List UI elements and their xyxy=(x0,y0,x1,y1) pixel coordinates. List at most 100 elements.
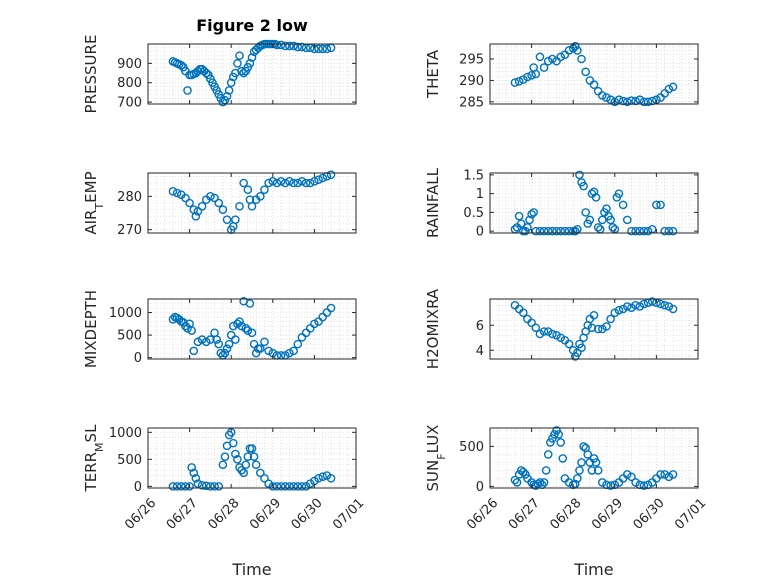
data-point xyxy=(631,478,640,487)
x-tick-label: 06/26 xyxy=(464,496,501,533)
data-point xyxy=(602,322,611,331)
data-point xyxy=(552,330,561,340)
y-axis-label: TERRMSL xyxy=(82,424,106,493)
subplot-4: 0 0.5 1 1.5 RAINFALL xyxy=(424,167,699,240)
data-point xyxy=(218,97,228,107)
y-tick-label: 1000 xyxy=(109,306,142,321)
data-point xyxy=(602,93,611,102)
data-point xyxy=(531,323,541,333)
data-point xyxy=(535,226,545,236)
data-point xyxy=(289,41,298,51)
data-point xyxy=(587,466,597,475)
y-tick-label: 0 xyxy=(476,225,484,240)
data-point xyxy=(256,344,265,353)
data-point xyxy=(583,450,593,459)
data-point xyxy=(276,40,286,50)
data-point xyxy=(539,327,549,336)
data-point xyxy=(214,198,224,208)
data-point xyxy=(239,178,248,188)
data-point xyxy=(256,468,265,478)
data-point xyxy=(631,226,640,236)
x-tick-label: 06/30 xyxy=(631,496,668,533)
data-point xyxy=(228,321,238,331)
axes-box xyxy=(147,298,357,360)
data-point xyxy=(305,178,315,188)
axes-box xyxy=(489,43,699,105)
data-point xyxy=(631,300,640,310)
axes-box xyxy=(147,427,357,489)
data-point xyxy=(579,181,588,191)
data-point xyxy=(183,86,192,95)
data-point xyxy=(239,68,248,78)
data-point xyxy=(168,187,178,196)
data-point xyxy=(627,472,636,482)
data-point xyxy=(247,328,257,338)
data-point xyxy=(297,482,307,491)
data-point xyxy=(668,470,678,479)
data-point xyxy=(564,226,574,236)
data-point xyxy=(581,67,590,77)
data-point xyxy=(554,430,563,439)
data-point xyxy=(239,468,248,478)
data-point xyxy=(222,215,232,224)
y-axis-label: THETA xyxy=(424,49,442,99)
data-point xyxy=(237,321,246,331)
data-point xyxy=(664,302,674,311)
figure-title: Figure 2 low xyxy=(196,16,308,35)
data-point xyxy=(573,348,582,358)
data-point xyxy=(573,46,582,55)
data-point xyxy=(212,335,221,344)
data-point xyxy=(527,209,536,219)
y-axis-label: PRESSURE xyxy=(82,35,100,114)
data-point xyxy=(193,479,203,488)
data-point xyxy=(201,68,211,78)
data-point xyxy=(593,324,603,334)
data-point xyxy=(627,226,636,236)
data-point xyxy=(610,97,620,107)
data-point xyxy=(318,173,328,183)
data-point xyxy=(614,95,624,105)
data-point xyxy=(231,215,240,224)
data-point xyxy=(643,97,653,107)
data-point xyxy=(664,226,674,236)
data-point xyxy=(639,299,649,309)
data-point xyxy=(510,78,520,87)
data-point xyxy=(314,175,323,184)
data-point xyxy=(310,319,319,329)
x-axis-label-left: Time xyxy=(231,560,271,579)
data-point xyxy=(527,70,536,80)
y-tick-label: 295 xyxy=(459,53,484,68)
y-axis-label: AIRTEMP xyxy=(82,171,106,234)
data-point xyxy=(622,215,632,225)
x-tick-label: 06/27 xyxy=(506,496,543,533)
data-point xyxy=(235,202,244,211)
y-tick-label: 1000 xyxy=(109,426,142,441)
data-point xyxy=(535,329,545,339)
y-axis-label: MIXDEPTH xyxy=(82,290,100,368)
data-point xyxy=(268,177,278,186)
data-point xyxy=(272,40,282,50)
data-point xyxy=(222,344,232,353)
data-point xyxy=(264,346,273,356)
subplot-6: 4 6 H2OMIXRA xyxy=(424,288,699,369)
x-tick-label: 06/27 xyxy=(164,496,201,533)
data-point xyxy=(289,346,298,356)
x-tick-label: 07/01 xyxy=(330,496,367,533)
data-point xyxy=(577,458,586,467)
data-point xyxy=(514,211,524,221)
data-point xyxy=(539,226,549,236)
data-point xyxy=(285,482,294,491)
data-point xyxy=(516,219,526,228)
data-point xyxy=(181,321,190,331)
y-tick-label: 500 xyxy=(117,329,142,344)
data-point xyxy=(183,324,192,333)
y-tick-label: 0.5 xyxy=(463,206,484,221)
data-point xyxy=(556,226,566,236)
data-point xyxy=(643,226,653,236)
data-point xyxy=(635,95,645,105)
data-point xyxy=(539,478,549,487)
data-point xyxy=(622,302,632,311)
data-point xyxy=(326,473,336,483)
data-point xyxy=(527,318,536,328)
data-point xyxy=(297,177,307,186)
